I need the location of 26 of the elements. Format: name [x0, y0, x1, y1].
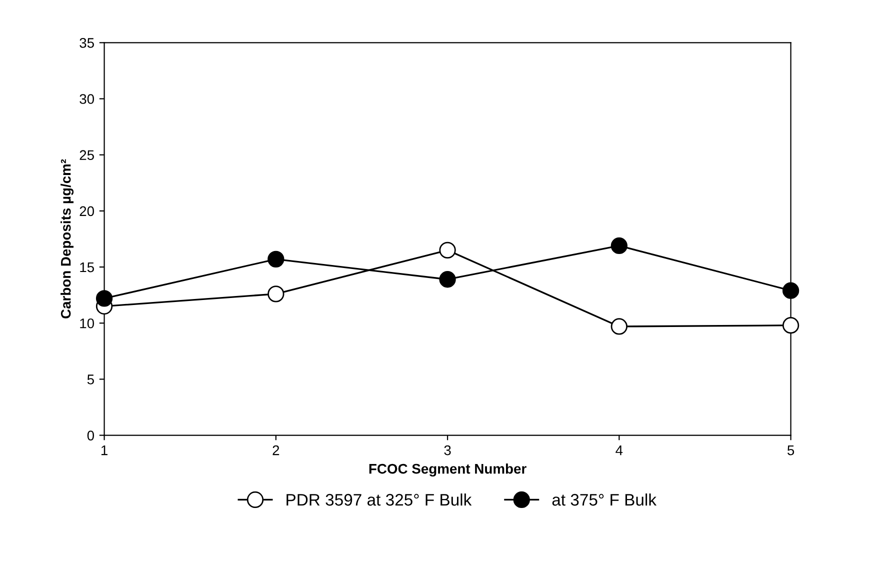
point [439, 242, 456, 259]
point [610, 237, 628, 254]
y-tick-label: 35 [80, 38, 94, 48]
point [782, 317, 800, 334]
x-tick-label: 3 [444, 445, 451, 456]
legend-label: at 375° F Bulk [552, 493, 657, 506]
y-tick-label: 5 [87, 374, 94, 384]
x-tick-label: 4 [616, 446, 623, 456]
point [439, 271, 456, 288]
point [268, 250, 284, 268]
point [96, 290, 113, 307]
y-tick-label: 15 [80, 262, 94, 272]
point [610, 318, 628, 335]
y-axis-title: Carbon Deposits µg/cm² [60, 159, 74, 318]
y-tick-label: 20 [80, 206, 94, 216]
point [268, 286, 284, 302]
x-axis-title: FCOC Segment Number [369, 464, 526, 477]
y-tick-label: 0 [87, 430, 94, 440]
y-tick-label: 25 [80, 150, 94, 160]
point [782, 282, 800, 299]
y-tick-label: 10 [80, 318, 94, 328]
x-tick-label: 1 [101, 446, 108, 456]
legend-label: PDR 3597 at 325° F Bulk [286, 493, 472, 506]
x-tick-label: 5 [787, 446, 794, 456]
y-tick-label: 30 [80, 94, 94, 104]
x-tick-label: 2 [272, 445, 280, 456]
